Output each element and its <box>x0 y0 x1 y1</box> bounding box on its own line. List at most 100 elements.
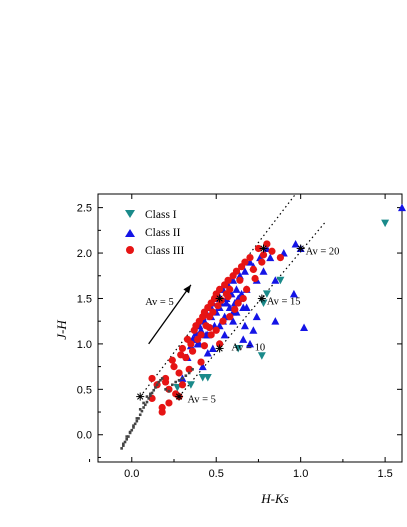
locus-point <box>138 413 142 417</box>
class-iii-point <box>185 365 193 373</box>
av-marker-stroke <box>175 393 183 400</box>
class-ii-point <box>289 289 298 298</box>
reddening-lines <box>139 193 327 397</box>
legend-marker-class-i <box>125 210 135 218</box>
class-ii-point <box>240 267 249 275</box>
class-ii-point <box>203 348 212 357</box>
class-ii-point <box>249 326 258 334</box>
class-ii-point <box>242 303 251 312</box>
locus-point <box>132 426 135 429</box>
class-iii-point <box>236 276 244 284</box>
class-iii-point <box>249 265 257 274</box>
class-iii-point <box>178 381 187 389</box>
locus-point <box>130 428 134 432</box>
reddening-line <box>139 193 297 397</box>
locus-point <box>122 444 125 447</box>
class-iii-point <box>205 323 214 332</box>
class-ii-point <box>398 203 406 212</box>
class-iii-point <box>263 240 271 248</box>
class-ii-point <box>291 239 300 248</box>
locus-point <box>140 409 144 413</box>
av-marker <box>257 294 266 303</box>
locus-point <box>128 430 132 434</box>
axis-ticks: 0.0 0.5 1.0 1.5 0.0 0.5 1.0 1.5 2.0 2.5 <box>77 194 402 480</box>
class-ii-point <box>259 267 268 275</box>
class-iii-point <box>243 285 251 293</box>
locus-point <box>143 403 147 407</box>
class-iii-point <box>212 326 220 334</box>
av-marker <box>296 244 305 253</box>
arrow-shaft <box>148 284 192 345</box>
legend-item-class-iii: Class III <box>126 245 184 257</box>
av-marker-stroke <box>258 295 265 302</box>
legend-marker-class-iii <box>126 246 134 254</box>
class-iii-point <box>239 294 247 303</box>
legend-item-class-ii: Class II <box>125 227 181 239</box>
class-ii-point <box>300 323 309 332</box>
av-label: Av = 15 <box>267 296 301 307</box>
locus-point <box>184 374 188 377</box>
locus-point <box>125 437 129 441</box>
class-iii-point <box>258 258 266 266</box>
locus-point <box>181 377 184 380</box>
arrow-head <box>183 284 191 294</box>
class-i-point <box>198 374 207 382</box>
class-i-point <box>381 219 390 228</box>
y-tick-label: 1.5 <box>77 293 92 305</box>
class-ii-point <box>271 276 280 284</box>
plot-area <box>97 193 403 463</box>
class-iii-point <box>224 276 232 284</box>
class-iii-point <box>216 340 224 348</box>
locus-point <box>145 395 149 398</box>
class-iii-point <box>148 374 156 383</box>
class-ii-point <box>229 317 238 325</box>
av-label: Av = 10 <box>231 343 265 354</box>
av-marker <box>215 344 224 353</box>
class-ii-point <box>239 335 248 343</box>
class-iii-point <box>268 247 276 255</box>
annotations: Av = 5 Av = 10 Av = 15 Av = 20 Av = 5 <box>136 244 339 405</box>
locus-point <box>171 383 174 387</box>
class-iii-point <box>216 285 224 293</box>
class-iii-point <box>197 358 205 366</box>
class-iii-point <box>246 253 254 262</box>
class-iii-point <box>226 313 234 321</box>
class-ii-point <box>222 299 231 307</box>
locus-point <box>127 435 130 438</box>
y-tick-label: 2.0 <box>77 248 92 260</box>
class-iii-point <box>200 342 208 350</box>
locus-point <box>122 442 125 446</box>
reddening-line <box>178 220 327 397</box>
legend-label-class-i: Class I <box>145 209 177 221</box>
class-iii-point <box>232 267 241 275</box>
class-i-point <box>257 352 266 360</box>
x-tick-label: 0.0 <box>124 468 139 480</box>
class-ii-point <box>271 317 280 325</box>
locus-point <box>142 406 145 409</box>
x-tick-label: 0.5 <box>209 468 224 480</box>
class-iii-point <box>165 385 173 393</box>
locus-point <box>155 383 159 387</box>
locus-point <box>160 377 164 380</box>
class-i-point <box>276 276 285 285</box>
locus-point <box>149 394 152 397</box>
locus-point <box>125 435 129 438</box>
class-i-point <box>234 344 243 353</box>
data-points <box>120 203 406 450</box>
av-marker-stroke <box>297 245 304 252</box>
class-iii-point <box>254 244 263 253</box>
class-iii-point <box>194 335 202 343</box>
locus-point <box>174 380 177 384</box>
class-i-point <box>186 381 195 389</box>
locus-point <box>152 388 156 392</box>
class-ii-point <box>240 321 249 330</box>
locus-point <box>157 380 161 384</box>
av-marker <box>215 294 224 303</box>
locus-point <box>133 422 137 426</box>
class-iii-point <box>187 340 195 348</box>
y-tick-label: 2.5 <box>77 203 92 215</box>
class-iii-point <box>259 251 268 259</box>
class-iii-point <box>188 347 197 355</box>
class-ii-point <box>208 344 217 352</box>
